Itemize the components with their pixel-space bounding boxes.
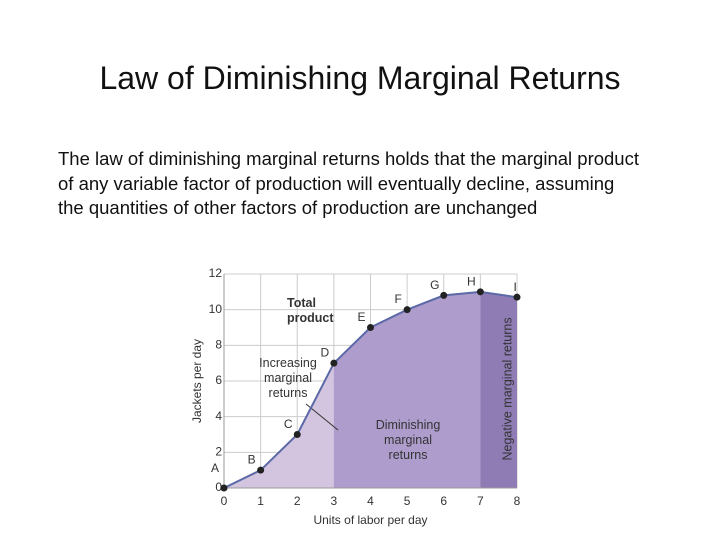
x-tick-label: 2 [294, 494, 301, 508]
point-label: H [467, 274, 476, 288]
x-axis-label: Units of labor per day [313, 513, 427, 527]
y-tick-label: 4 [215, 409, 222, 423]
region-area [333, 291, 481, 488]
y-tick-label: 8 [215, 338, 222, 352]
region-area [480, 291, 517, 488]
y-tick-label: 2 [215, 445, 222, 459]
x-tick-label: 1 [257, 494, 264, 508]
y-tick-label: 12 [209, 266, 223, 280]
x-tick-label: 5 [404, 494, 411, 508]
point-label: A [211, 461, 219, 475]
data-point [257, 466, 265, 474]
x-tick-label: 4 [367, 494, 374, 508]
data-point [220, 484, 228, 492]
point-label: G [430, 278, 439, 292]
data-point [293, 431, 301, 438]
point-label: C [284, 417, 293, 431]
slide-body: The law of diminishing marginal returns … [58, 148, 639, 218]
region-area [224, 363, 334, 488]
y-axis-label: Jackets per day [190, 339, 204, 423]
data-point [367, 324, 374, 331]
y-tick-label: 10 [209, 302, 223, 316]
data-point [330, 359, 338, 367]
y-tick-label: 0 [215, 480, 222, 494]
region-label: Negative marginal returns [500, 317, 515, 461]
x-tick-label: 0 [221, 494, 228, 508]
data-point [513, 293, 521, 301]
point-label: I [514, 280, 517, 294]
point-label: D [321, 346, 330, 360]
data-point [440, 291, 448, 299]
point-label: B [248, 453, 256, 467]
region-label: Increasing marginal returns [259, 356, 317, 400]
data-point [476, 288, 484, 296]
x-tick-label: 7 [477, 494, 484, 508]
x-tick-label: 6 [440, 494, 447, 508]
slide-title: Law of Diminishing Marginal Returns [99, 60, 621, 96]
x-tick-label: 3 [331, 494, 338, 508]
y-tick-label: 6 [215, 373, 222, 387]
x-tick-label: 8 [514, 494, 521, 508]
point-label: F [394, 292, 401, 306]
series-label: Total product [287, 296, 334, 325]
point-label: E [357, 310, 365, 324]
region-label: Diminishing marginal returns [375, 418, 441, 462]
data-point [403, 306, 411, 314]
